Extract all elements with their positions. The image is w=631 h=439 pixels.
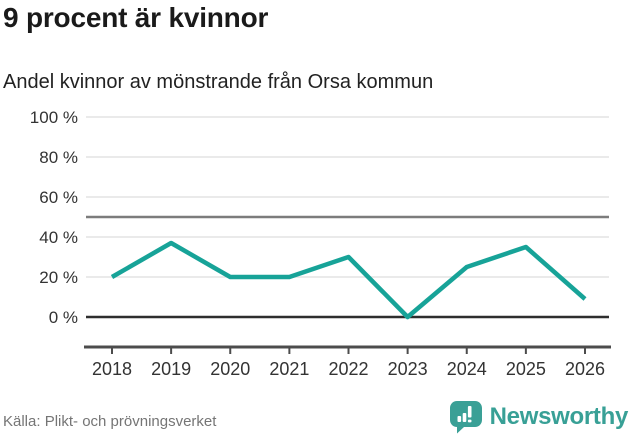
y-axis-tick-label: 80 % [39,148,78,167]
x-axis-tick-label: 2022 [328,359,368,379]
chart-title: 9 procent är kvinnor [3,2,269,33]
y-axis-tick-label: 100 % [30,108,78,127]
x-axis-tick-label: 2018 [92,359,132,379]
line-chart: 0 % 20 % 40 % 60 % 80 % 100 % 2018 2019 2020 2021… [30,108,611,379]
newsworthy-icon [449,401,482,434]
x-axis-tick-label: 2026 [565,359,605,379]
x-axis-tick-label: 2024 [447,359,487,379]
newsworthy-wordmark: Newsworthy [489,403,629,430]
x-axis-tick-label: 2025 [506,359,546,379]
x-axis-tick-label: 2020 [210,359,250,379]
x-axis-tick-label: 2019 [151,359,191,379]
data-line-series [110,240,587,320]
bar-chart-glyph [457,406,472,423]
y-axis-tick-label: 0 % [49,308,78,327]
newsworthy-logo[interactable]: Newsworthy [449,400,628,434]
y-axis-tick-label: 40 % [39,228,78,247]
source-note: Källa: Plikt- och prövningsverket [3,413,217,430]
chart-subtitle: Andel kvinnor av mönstrande från Orsa ko… [3,71,434,93]
x-axis-tick-label: 2021 [269,359,309,379]
y-axis-tick-label: 60 % [39,188,78,207]
y-axis-tick-label: 20 % [39,268,78,287]
x-axis-tick-label: 2023 [388,359,428,379]
